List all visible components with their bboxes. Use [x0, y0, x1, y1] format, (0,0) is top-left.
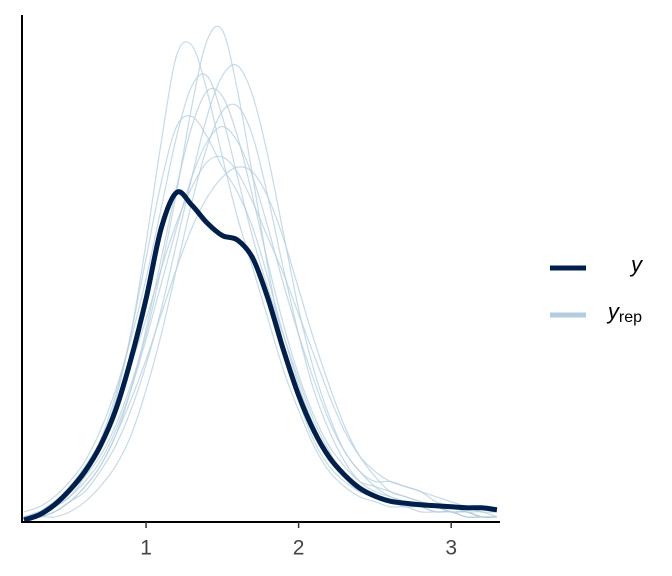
legend-label: yrep	[606, 299, 642, 326]
yrep-density	[23, 155, 497, 518]
x-tick-label: 2	[293, 537, 305, 560]
legend-subscript: rep	[619, 309, 642, 326]
x-tick-label: 1	[140, 537, 152, 560]
y-density	[23, 189, 498, 523]
legend-symbol: y	[629, 252, 644, 277]
yrep-density	[23, 64, 497, 518]
x-tick-label: 3	[445, 537, 457, 560]
legend-symbol: y	[606, 299, 621, 324]
legend-label: y	[629, 252, 644, 277]
yrep-density	[23, 87, 497, 518]
